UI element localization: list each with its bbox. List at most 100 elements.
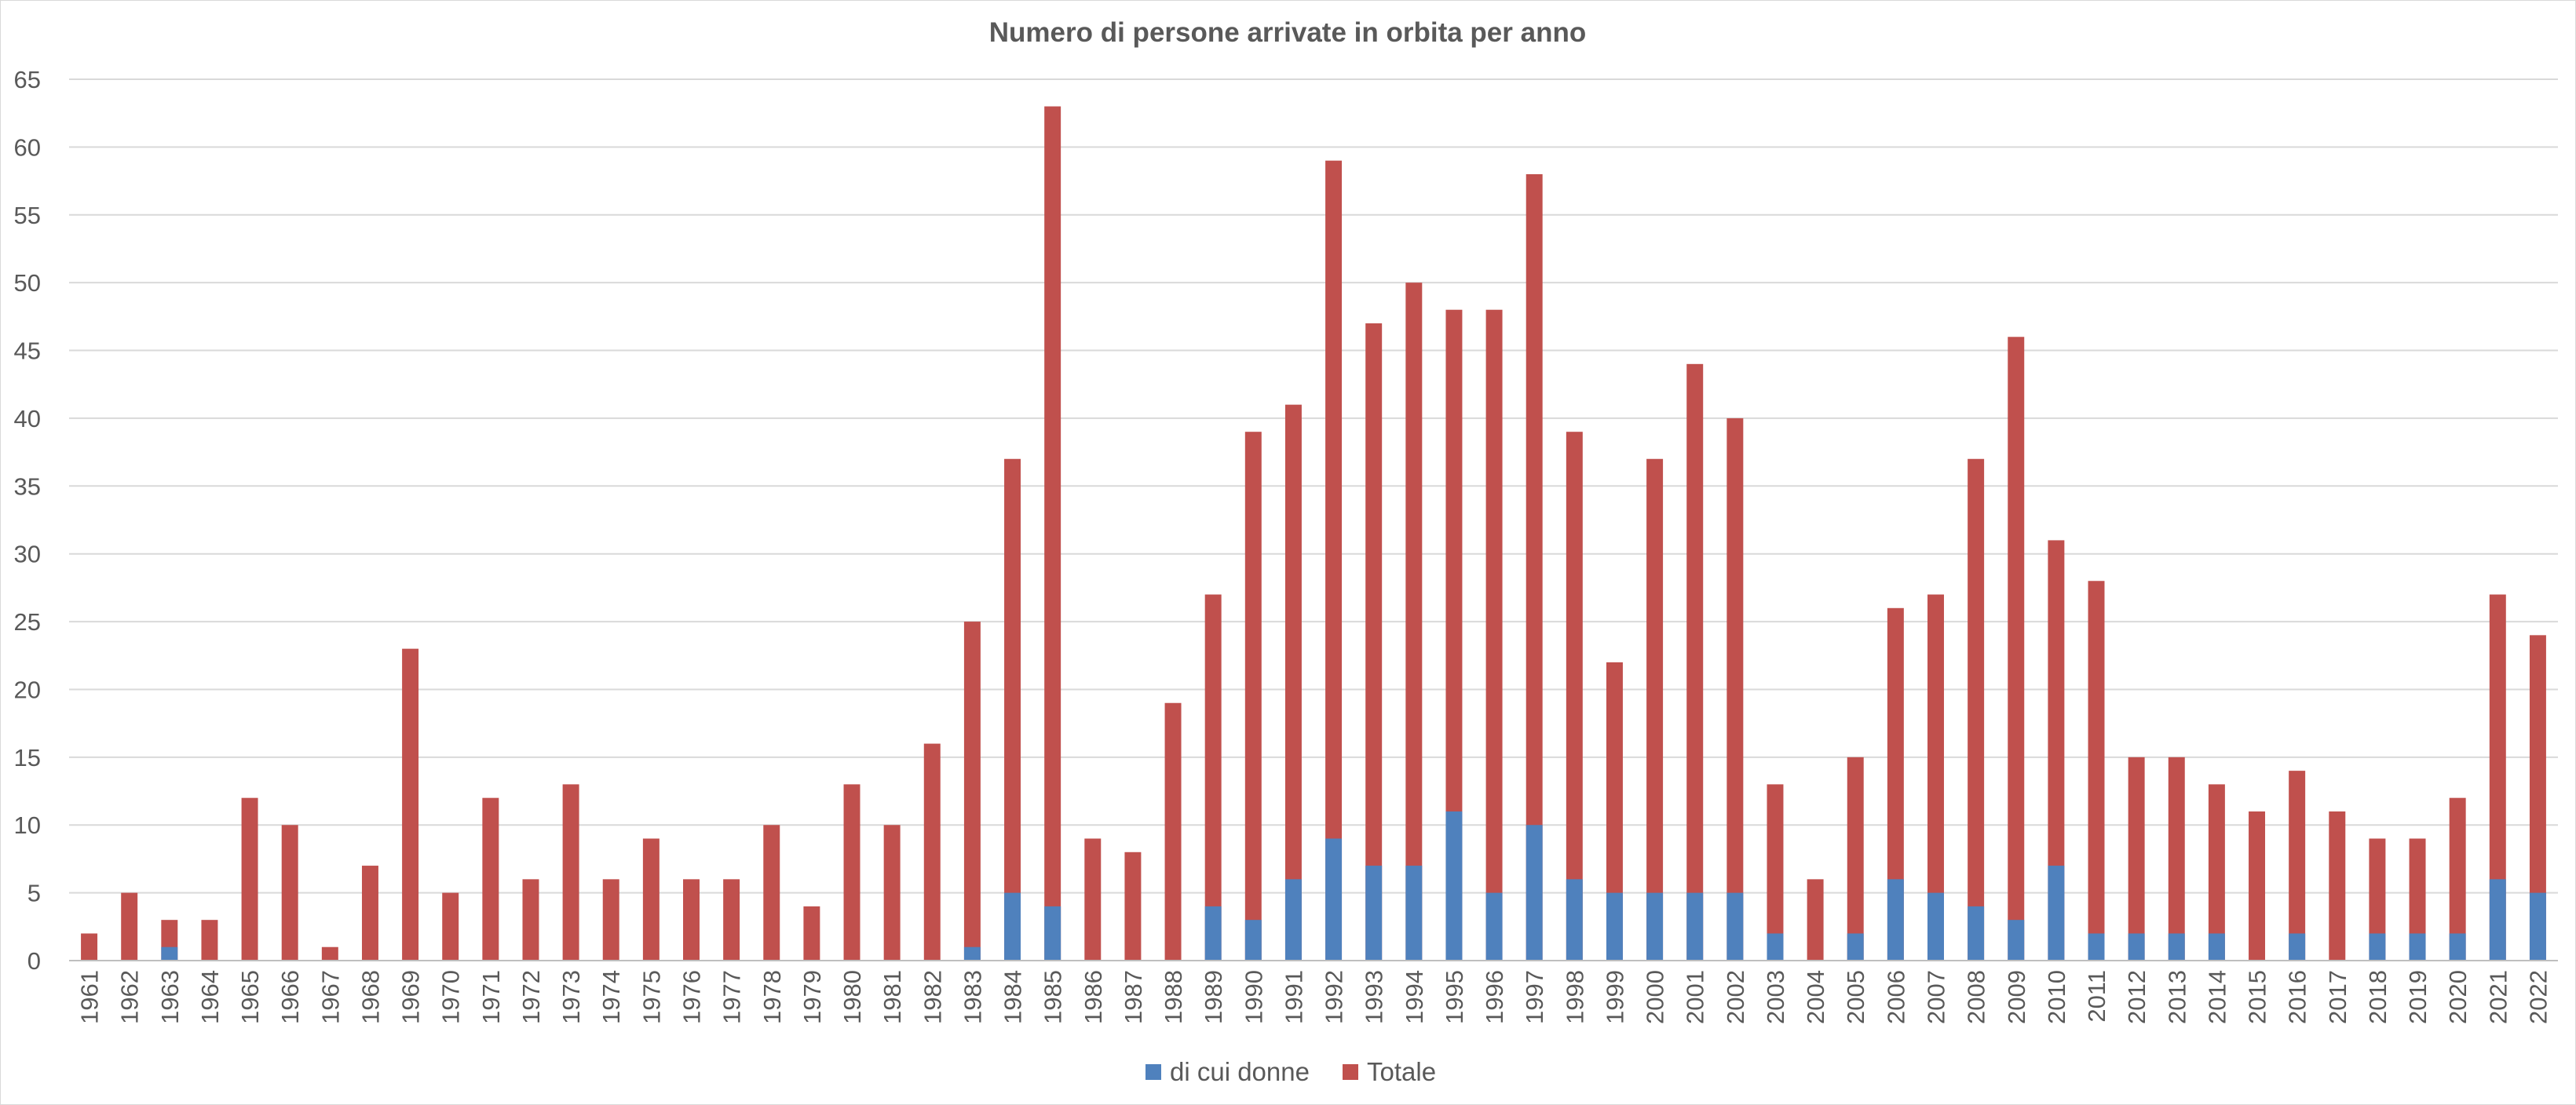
bar-totale-1979 [803,906,820,961]
x-tick-label: 1965 [236,970,264,1024]
x-tick-label: 1975 [638,970,665,1024]
x-tick-label: 1995 [1441,970,1468,1024]
bar-totale-1989 [1204,594,1222,961]
bar-totale-1970 [442,892,459,961]
bar-totale-2006 [1887,607,1904,961]
bar-totale-1965 [241,797,258,961]
bar-di-cui-donne-2007 [1927,892,1944,961]
x-tick-label: 2016 [2284,970,2311,1024]
bar-totale-2022 [2529,635,2546,961]
bar-totale-2003 [1767,784,1784,961]
y-tick-label: 55 [14,202,41,229]
x-tick-label: 1970 [437,970,465,1024]
x-tick-label: 1994 [1401,970,1428,1024]
bar-di-cui-donne-1991 [1284,879,1302,961]
bar-di-cui-donne-2019 [2409,933,2426,961]
bar-totale-1967 [321,946,338,961]
bar-di-cui-donne-1990 [1244,920,1262,961]
bar-totale-2018 [2369,838,2386,961]
bar-di-cui-donne-1996 [1485,892,1503,961]
bar-totale-2009 [2008,337,2025,961]
x-tick-label: 1988 [1160,970,1187,1024]
bar-totale-2016 [2289,771,2306,961]
bar-di-cui-donne-2022 [2529,892,2546,961]
y-tick-label: 45 [14,337,41,365]
y-axis-ticks: 0 5 10 15 20 25 30 35 40 45 50 55 60 65 [14,66,41,975]
x-tick-label: 2008 [1963,970,1990,1024]
x-tick-label: 1969 [397,970,425,1024]
x-tick-label: 1974 [597,970,625,1024]
y-tick-label: 10 [14,811,41,839]
x-tick-label: 2017 [2324,970,2351,1024]
legend-swatch-di-cui-donne [1145,1064,1161,1080]
bar-totale-1993 [1365,323,1383,961]
x-tick-label: 1972 [517,970,545,1024]
bar-totale-2005 [1847,757,1864,961]
y-tick-label: 25 [14,608,41,636]
bar-totale-1981 [883,825,901,961]
bar-totale-2020 [2449,797,2466,961]
x-tick-label: 1989 [1200,970,1227,1024]
bar-totale-1998 [1566,432,1583,961]
legend-label-totale: Totale [1367,1057,1436,1086]
x-tick-label: 1966 [276,970,304,1024]
bar-di-cui-donne-2005 [1847,933,1864,961]
bar-di-cui-donne-1998 [1566,879,1583,961]
bar-totale-1988 [1164,702,1182,961]
x-tick-label: 1991 [1280,970,1307,1024]
y-tick-label: 5 [27,880,41,907]
x-tick-label: 1967 [316,970,344,1024]
legend: di cui donne Totale [1145,1057,1436,1086]
x-tick-label: 1961 [76,970,104,1024]
y-tick-label: 35 [14,472,41,500]
x-tick-label: 1979 [798,970,826,1024]
chart-title: Numero di persone arrivate in orbita per… [989,17,1586,48]
x-tick-label: 1981 [879,970,906,1024]
bar-di-cui-donne-2014 [2208,933,2225,961]
x-tick-label: 1986 [1080,970,1107,1024]
bar-di-cui-donne-2003 [1767,933,1784,961]
bar-di-cui-donne-1983 [963,946,981,961]
x-tick-label: 1984 [999,970,1027,1024]
bar-totale-1961 [81,933,98,961]
y-tick-label: 60 [14,133,41,161]
bar-totale-1972 [522,879,539,961]
x-tick-label: 2015 [2244,970,2271,1024]
bar-di-cui-donne-2006 [1887,879,1904,961]
x-tick-label: 1997 [1521,970,1548,1024]
bar-di-cui-donne-2013 [2168,933,2185,961]
bar-totale-2010 [2048,540,2065,961]
bar-di-cui-donne-2002 [1726,892,1744,961]
bar-totale-1978 [763,825,780,961]
x-tick-label: 1998 [1561,970,1588,1024]
x-tick-label: 1983 [959,970,986,1024]
legend-swatch-totale [1343,1064,1358,1080]
y-tick-label: 50 [14,269,41,297]
y-tick-label: 40 [14,405,41,432]
bar-totale-1985 [1044,106,1061,961]
x-tick-label: 2000 [1642,970,1669,1024]
bar-totale-2007 [1927,594,1944,961]
bar-totale-1982 [923,743,941,961]
bar-di-cui-donne-2016 [2289,933,2306,961]
bar-di-cui-donne-2008 [1968,906,1985,961]
bar-totale-2004 [1807,879,1824,961]
x-tick-label: 2006 [1882,970,1909,1024]
bar-totale-2019 [2409,838,2426,961]
bar-totale-1974 [602,879,619,961]
bar-totale-1969 [402,648,419,961]
y-tick-label: 15 [14,744,41,771]
bar-totale-1980 [843,784,860,961]
bar-totale-1962 [121,892,138,961]
bar-totale-1987 [1124,852,1142,961]
bar-di-cui-donne-1984 [1004,892,1021,961]
x-tick-label: 1976 [678,970,706,1024]
x-tick-label: 2013 [2163,970,2191,1024]
x-tick-label: 1962 [116,970,144,1024]
bar-totale-2014 [2208,784,2225,961]
y-tick-label: 20 [14,676,41,703]
x-tick-label: 2011 [2083,970,2110,1023]
x-axis-ticks: 1961 1962 1963 1964 1965 1966 1967 1968 1969 1970… [76,970,2552,1024]
x-tick-label: 2012 [2123,970,2150,1024]
